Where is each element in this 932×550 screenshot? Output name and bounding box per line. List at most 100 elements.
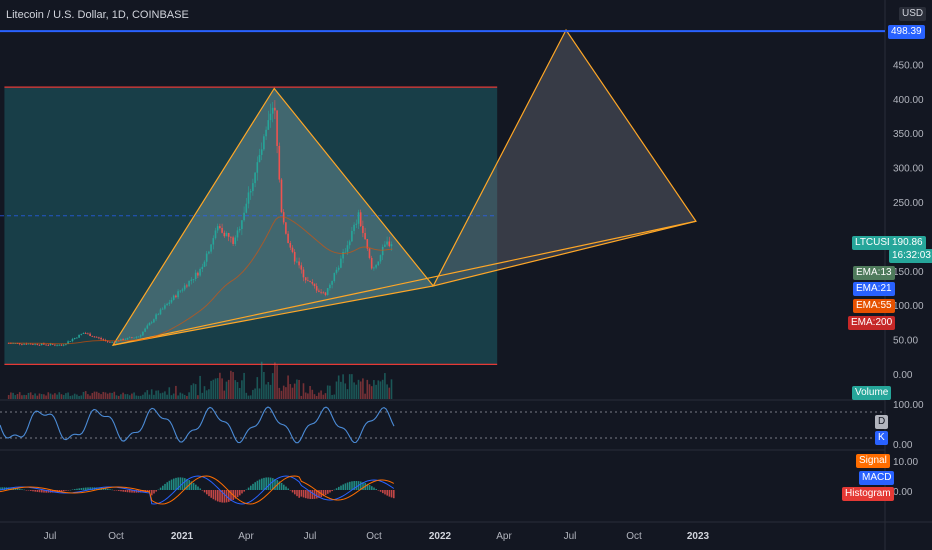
candle [214, 230, 217, 239]
candle [65, 343, 67, 345]
macd-histogram-bar [96, 487, 98, 490]
macd-histogram-bar [390, 490, 393, 498]
ema55-tag: EMA:55 [853, 299, 895, 313]
countdown-tag: 16:32:03 [889, 249, 932, 263]
candle [172, 295, 175, 300]
macd-histogram-bar [52, 490, 54, 493]
macd-histogram-bar [340, 485, 342, 490]
volume-bar [43, 394, 45, 399]
volume-bar [221, 378, 223, 399]
macd-histogram-bar [170, 479, 173, 490]
macd-histogram-bar [327, 490, 329, 494]
volume-bar [368, 384, 371, 399]
time-tick-label: Jul [304, 531, 317, 542]
macd-histogram-bar [342, 484, 344, 490]
volume-bar [113, 391, 116, 399]
volume-bar [153, 394, 155, 399]
macd-histogram-bar [283, 484, 285, 490]
candle [144, 328, 146, 332]
volume-bar [133, 392, 135, 399]
time-tick-label: Apr [496, 531, 512, 542]
currency-label[interactable]: USD [899, 7, 927, 21]
candle [21, 344, 23, 345]
volume-bar [216, 378, 219, 399]
candle [212, 238, 215, 245]
price-tick-label: 450.00 [893, 60, 924, 71]
macd-histogram-bar [250, 485, 252, 490]
volume-bar [102, 391, 105, 399]
volume-bar [223, 390, 226, 399]
candle [300, 265, 303, 270]
volume-bar [298, 379, 300, 399]
macd-histogram-bar [166, 482, 168, 490]
candle [120, 339, 122, 342]
volume-bar [326, 385, 329, 399]
volume-bar [304, 392, 307, 399]
candle [58, 344, 61, 346]
candle [331, 281, 333, 285]
candle [278, 145, 281, 180]
macd-histogram-bar [126, 490, 129, 493]
volume-bar [194, 384, 197, 399]
volume-bars [7, 361, 393, 399]
candle [142, 331, 144, 336]
macd-histogram-bar [333, 489, 336, 491]
candle [311, 281, 314, 284]
volume-bar [265, 384, 267, 399]
volume-bar [285, 387, 287, 399]
candle [126, 337, 129, 340]
candle [252, 183, 254, 192]
macd-histogram-bar [223, 490, 226, 503]
candle [225, 232, 228, 237]
candle [60, 344, 63, 346]
signal-line [0, 475, 395, 505]
volume-bar [249, 395, 252, 399]
volume-bar [353, 382, 355, 399]
candle [78, 334, 80, 338]
macd-histogram-bar [122, 490, 124, 492]
candle [386, 241, 388, 245]
macd-histogram-bar [210, 490, 212, 498]
volume-bar [289, 384, 292, 399]
macd-histogram-bar [65, 490, 67, 491]
candle [76, 337, 78, 339]
macd-histogram-bar [104, 488, 107, 490]
candle [25, 343, 28, 345]
volume-bar [243, 372, 245, 399]
volume-bar [254, 388, 256, 399]
volume-bar [287, 375, 289, 399]
volume-bar [56, 394, 58, 399]
volume-bar [307, 393, 309, 399]
volume-bar [278, 387, 281, 399]
macd-histogram-bar [102, 488, 105, 490]
candle [166, 303, 168, 306]
macd-histogram-bar [60, 490, 63, 492]
macd-histogram-bar [109, 489, 111, 490]
volume-bar [164, 391, 166, 399]
volume-bar [71, 395, 74, 399]
price-tick-label: 150.00 [893, 267, 924, 278]
candle [351, 230, 353, 242]
candle [346, 245, 349, 252]
candle [7, 343, 10, 344]
macd-histogram-bar [30, 490, 32, 491]
macd-histogram-bar [241, 490, 243, 494]
volume-bar [122, 392, 124, 399]
macd-histogram-bar [133, 490, 135, 493]
volume-bar [109, 392, 111, 399]
macd-histogram-bar [386, 490, 388, 496]
time-tick-label: Oct [108, 531, 124, 542]
volume-bar [161, 392, 164, 399]
macd-histogram-bar [338, 486, 340, 490]
volume-bar [87, 394, 89, 399]
candle [161, 308, 164, 310]
candle [230, 236, 232, 238]
macd-histogram-bar [206, 490, 208, 495]
macd-histogram-bar [159, 487, 162, 490]
candle [289, 242, 292, 248]
macd-histogram-bar [371, 486, 373, 490]
volume-bar [344, 383, 347, 399]
candle [27, 343, 30, 345]
macd-histogram-bar [296, 490, 298, 497]
